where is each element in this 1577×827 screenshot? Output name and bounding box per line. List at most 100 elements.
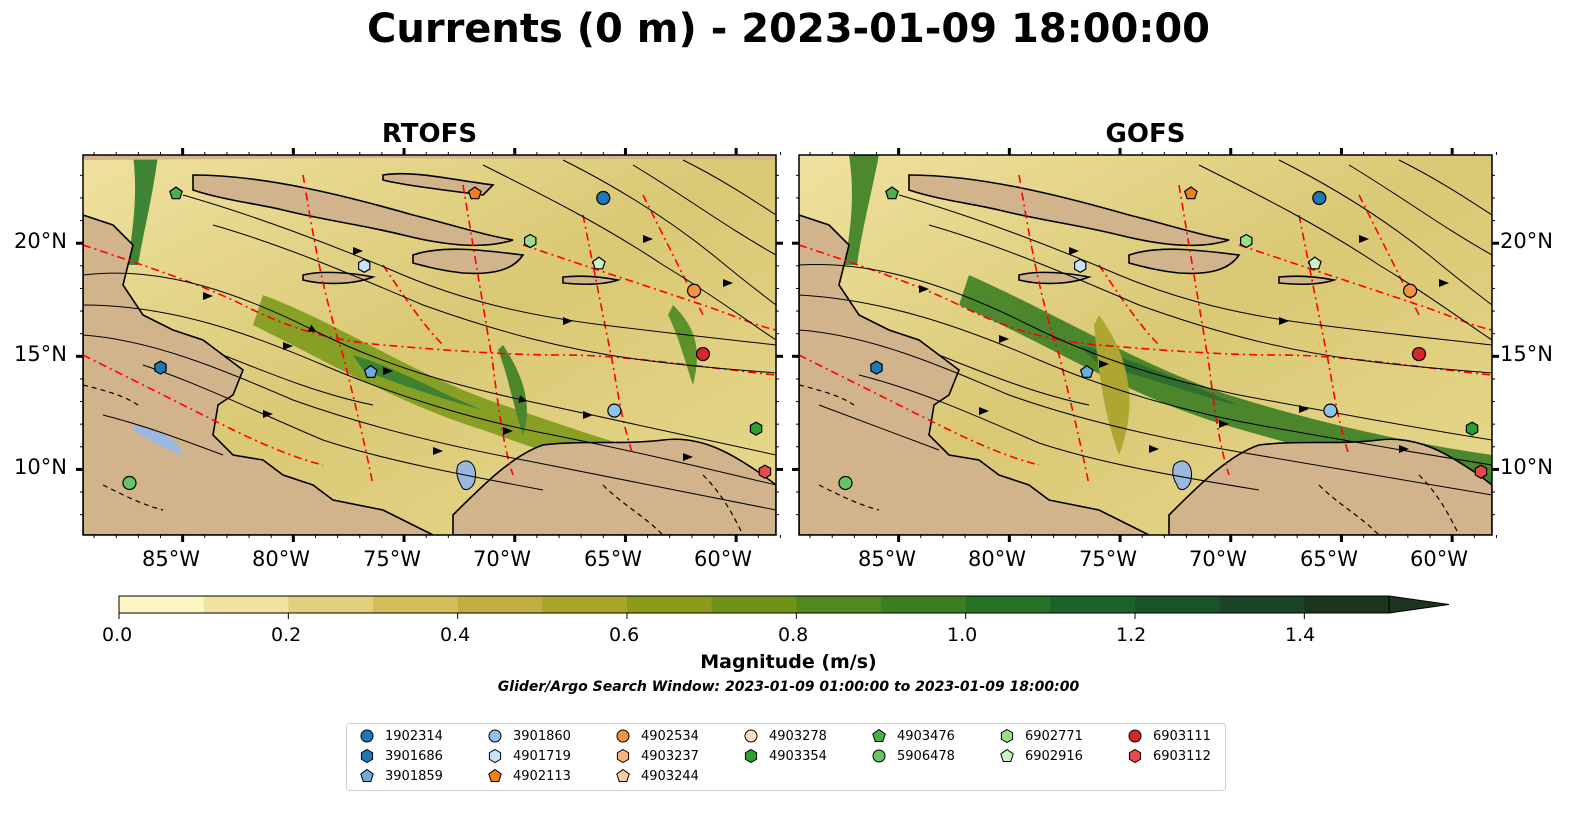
float-marker-4903476 — [169, 186, 183, 200]
map-panel-rtofs — [82, 154, 777, 536]
colorbar-segment — [711, 596, 797, 613]
float-marker-4902534 — [686, 283, 702, 298]
float-marker-3901860 — [1323, 403, 1338, 418]
x-tick-label: 60°W — [694, 547, 752, 571]
float-marker-6902771 — [1240, 233, 1253, 249]
float-marker-6903111 — [695, 346, 711, 362]
colorbar-tick-label: 0.0 — [102, 624, 133, 646]
pentagon-marker-icon — [872, 728, 886, 742]
y-tick-label: 15°N — [1500, 342, 1553, 366]
colorbar-segment — [119, 596, 205, 613]
x-tick-label: 65°W — [1300, 547, 1358, 571]
x-tick-label: 85°W — [858, 547, 916, 571]
float-marker-3901686 — [870, 360, 883, 375]
circle-marker-icon — [872, 749, 886, 763]
legend-label: 4903476 — [897, 728, 955, 744]
legend-item: 4903476 — [871, 726, 955, 746]
circle-marker-icon — [1128, 729, 1142, 743]
lakes — [1172, 460, 1193, 491]
colorbar-tick-label: 0.2 — [271, 624, 302, 646]
hexagon-marker-icon — [744, 748, 758, 764]
legend-item: 5906478 — [871, 746, 955, 766]
colorbar-outline — [118, 595, 1389, 614]
pentagon-marker-icon — [488, 768, 502, 782]
legend-label: 4903244 — [641, 768, 699, 784]
y-tick-label: 20°N — [14, 229, 67, 253]
x-tick-label: 60°W — [1410, 547, 1468, 571]
colorbar-segment — [881, 596, 967, 613]
streamline-arrows — [203, 235, 733, 461]
panel-title-rtofs: RTOFS — [381, 119, 478, 149]
figure-title: Currents (0 m) - 2023-01-09 18:00:00 — [367, 6, 1210, 52]
hexagon-marker-icon — [488, 748, 502, 764]
colorbar-segment — [1304, 596, 1390, 613]
colorbar-segment — [373, 596, 459, 613]
legend-label: 3901860 — [513, 728, 571, 744]
float-marker-3901859 — [1079, 364, 1094, 378]
float-marker-6902771 — [524, 233, 537, 249]
legend-label: 1902314 — [385, 728, 443, 744]
colorbar-segment — [1219, 596, 1305, 613]
map-frame — [82, 154, 777, 536]
x-tick-label: 70°W — [473, 547, 531, 571]
float-marker-1902314 — [1312, 190, 1327, 206]
legend-label: 6903112 — [1153, 748, 1211, 764]
hexagon-marker-icon — [1000, 728, 1014, 744]
x-tick-label: 65°W — [584, 547, 642, 571]
hexagon-marker-icon — [616, 748, 630, 764]
streamlines — [799, 159, 1492, 496]
hexagon-marker-icon — [360, 748, 374, 764]
float-marker-4902113 — [1183, 186, 1198, 200]
float-marker-3901860 — [607, 403, 622, 418]
float-marker-6903111 — [1411, 346, 1427, 362]
land-masses — [83, 155, 776, 535]
y-tick-label: 10°N — [14, 455, 67, 479]
float-marker-1902314 — [596, 190, 611, 206]
colorbar-label: Magnitude (m/s) — [700, 651, 877, 673]
legend-item: 6903111 — [1127, 726, 1211, 746]
legend-label: 3901859 — [385, 768, 443, 784]
colorbar-segment — [288, 596, 374, 613]
legend-item: 3901860 — [487, 726, 571, 746]
float-marker-4903476 — [885, 186, 899, 200]
y-tick-label: 20°N — [1500, 229, 1553, 253]
map-frame — [798, 154, 1493, 536]
x-tick-label: 70°W — [1189, 547, 1247, 571]
legend-label: 4903354 — [769, 748, 827, 764]
float-marker-5906478 — [838, 475, 853, 491]
colorbar-segment — [542, 596, 628, 613]
legend-item: 1902314 — [359, 726, 443, 746]
legend-label: 4902113 — [513, 768, 571, 784]
streamline-arrows — [919, 235, 1449, 453]
legend-label: 5906478 — [897, 748, 955, 764]
float-marker-5906478 — [122, 475, 137, 491]
legend-item: 3901686 — [359, 746, 443, 766]
float-marker-6902916 — [1307, 256, 1322, 270]
legend-item: 3901859 — [359, 766, 443, 786]
legend-label: 4903278 — [769, 728, 827, 744]
float-marker-4903354 — [1465, 421, 1479, 436]
x-tick-label: 75°W — [363, 547, 421, 571]
y-tick-label: 15°N — [14, 342, 67, 366]
country-borders — [83, 384, 744, 535]
hexagon-marker-icon — [1128, 748, 1142, 764]
colorbar-tick-label: 0.8 — [778, 624, 809, 646]
float-marker-4903354 — [749, 421, 763, 436]
colorbar-tick-label: 1.4 — [1285, 624, 1316, 646]
legend-item: 4902534 — [615, 726, 699, 746]
legend-item: 4903354 — [743, 746, 827, 766]
colorbar-tick-label: 1.0 — [947, 624, 978, 646]
float-marker-3901686 — [154, 360, 167, 375]
legend-label: 6902916 — [1025, 748, 1083, 764]
circle-marker-icon — [744, 729, 758, 743]
pentagon-marker-icon — [1000, 748, 1014, 762]
map-panel-gofs — [798, 154, 1493, 536]
float-marker-4901719 — [358, 258, 371, 273]
colorbar-tick-label: 0.4 — [440, 624, 471, 646]
legend-item: 6903112 — [1127, 746, 1211, 766]
legend-item: 4903278 — [743, 726, 827, 746]
colorbar-segment — [627, 596, 713, 613]
colorbar-segment — [1050, 596, 1136, 613]
legend-item: 6902916 — [999, 746, 1083, 766]
float-marker-6903112 — [1474, 464, 1488, 479]
